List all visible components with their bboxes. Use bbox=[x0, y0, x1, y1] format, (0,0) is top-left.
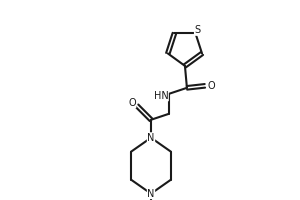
Text: N: N bbox=[147, 133, 155, 143]
Text: O: O bbox=[128, 98, 136, 108]
Text: HN: HN bbox=[154, 91, 168, 101]
Text: O: O bbox=[207, 81, 215, 91]
Text: S: S bbox=[194, 25, 201, 35]
Text: N: N bbox=[147, 189, 155, 199]
